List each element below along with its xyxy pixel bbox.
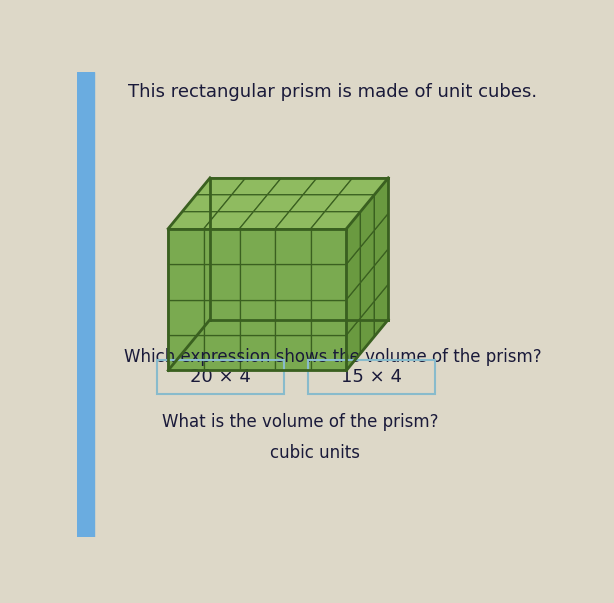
- Polygon shape: [303, 178, 352, 195]
- Polygon shape: [360, 195, 375, 247]
- Polygon shape: [168, 335, 204, 370]
- Polygon shape: [311, 264, 346, 300]
- Polygon shape: [346, 212, 360, 264]
- Polygon shape: [360, 230, 375, 283]
- Polygon shape: [239, 229, 275, 264]
- Polygon shape: [231, 178, 281, 195]
- Polygon shape: [204, 264, 239, 300]
- Polygon shape: [375, 248, 388, 301]
- Polygon shape: [289, 195, 339, 212]
- Polygon shape: [311, 300, 346, 335]
- Text: 15 × 4: 15 × 4: [341, 368, 402, 387]
- Polygon shape: [204, 212, 254, 229]
- Polygon shape: [182, 301, 196, 353]
- Polygon shape: [196, 213, 210, 266]
- Polygon shape: [254, 195, 303, 212]
- Polygon shape: [375, 213, 388, 266]
- Polygon shape: [196, 248, 210, 301]
- Polygon shape: [168, 229, 204, 264]
- Polygon shape: [268, 178, 317, 195]
- Polygon shape: [239, 212, 289, 229]
- Polygon shape: [168, 212, 182, 264]
- Polygon shape: [346, 247, 360, 300]
- Polygon shape: [168, 300, 204, 335]
- Polygon shape: [311, 335, 346, 370]
- Polygon shape: [325, 195, 375, 212]
- Text: Which expression shows the volume of the prism?: Which expression shows the volume of the…: [123, 348, 542, 366]
- Text: This rectangular prism is made of unit cubes.: This rectangular prism is made of unit c…: [128, 83, 537, 101]
- Polygon shape: [196, 178, 246, 195]
- Bar: [77, 72, 94, 537]
- Polygon shape: [196, 284, 210, 336]
- Text: 20 × 4: 20 × 4: [190, 368, 251, 387]
- Polygon shape: [275, 300, 311, 335]
- Polygon shape: [168, 318, 182, 370]
- Polygon shape: [375, 178, 388, 230]
- Polygon shape: [311, 212, 360, 229]
- Polygon shape: [182, 266, 196, 318]
- Polygon shape: [204, 335, 239, 370]
- Polygon shape: [182, 195, 196, 247]
- Polygon shape: [204, 229, 239, 264]
- Polygon shape: [339, 178, 388, 195]
- Polygon shape: [375, 284, 388, 336]
- Polygon shape: [182, 230, 196, 283]
- Polygon shape: [360, 266, 375, 318]
- Polygon shape: [275, 264, 311, 300]
- Polygon shape: [346, 318, 360, 370]
- Polygon shape: [360, 301, 375, 353]
- Polygon shape: [218, 195, 268, 212]
- Text: What is the volume of the prism?: What is the volume of the prism?: [162, 414, 438, 432]
- Polygon shape: [204, 300, 239, 335]
- Polygon shape: [275, 229, 311, 264]
- Polygon shape: [275, 335, 311, 370]
- Polygon shape: [275, 212, 325, 229]
- Polygon shape: [182, 195, 231, 212]
- Polygon shape: [346, 283, 360, 335]
- Polygon shape: [239, 335, 275, 370]
- Text: cubic units: cubic units: [270, 444, 360, 463]
- Polygon shape: [168, 247, 182, 300]
- Polygon shape: [168, 264, 204, 300]
- Polygon shape: [168, 212, 218, 229]
- Polygon shape: [168, 283, 182, 335]
- Polygon shape: [196, 178, 210, 230]
- Polygon shape: [239, 264, 275, 300]
- Polygon shape: [311, 229, 346, 264]
- Polygon shape: [239, 300, 275, 335]
